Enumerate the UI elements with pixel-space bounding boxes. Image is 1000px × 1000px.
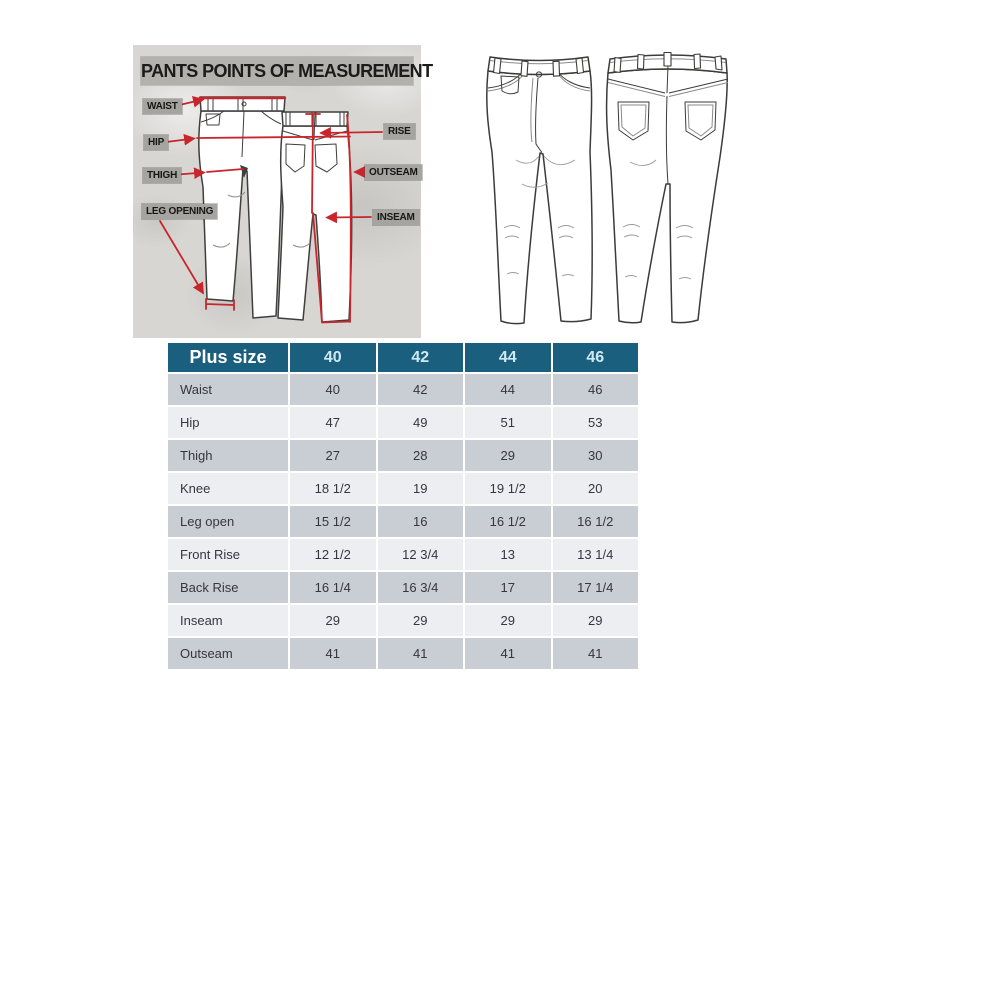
label-waist: WAIST (143, 99, 182, 114)
row-label: Waist (168, 374, 288, 405)
size-value: 19 (377, 473, 463, 504)
size-value: 29 (465, 440, 551, 471)
size-row-knee: Knee 18 1/2 19 19 1/2 20 (168, 473, 638, 504)
jeans-back-view (605, 51, 729, 324)
size-chart-table: Plus size 40 42 44 46 Waist 40 42 44 46 Hip 47 49 5… (168, 343, 638, 671)
label-thigh: THIGH (143, 168, 182, 183)
size-value: 29 (552, 605, 638, 636)
size-value: 16 1/4 (290, 572, 376, 603)
size-value: 15 1/2 (290, 506, 376, 537)
size-value: 47 (290, 407, 376, 438)
size-value: 41 (465, 638, 551, 669)
size-value: 12 1/2 (290, 539, 376, 570)
size-row-hip: Hip 47 49 51 53 (168, 407, 638, 438)
size-value: 29 (290, 605, 376, 636)
row-label: Inseam (168, 605, 288, 636)
size-value: 16 1/2 (465, 506, 551, 537)
label-leg-opening: LEG OPENING (142, 204, 218, 219)
label-rise: RISE (384, 124, 415, 139)
size-row-inseam: Inseam 29 29 29 29 (168, 605, 638, 636)
diagram-title: PANTS POINTS OF MEASUREMENT (141, 57, 433, 85)
label-hip: HIP (144, 135, 169, 150)
size-value: 12 3/4 (377, 539, 463, 570)
size-chart-header: Plus size 40 42 44 46 (168, 343, 638, 372)
row-label: Outseam (168, 638, 288, 669)
size-value: 49 (377, 407, 463, 438)
pants-measurement-diagram: PANTS POINTS OF MEASUREMENT WAIST HIP TH… (133, 45, 433, 338)
size-value: 13 1/4 (552, 539, 638, 570)
jeans-flats-drawing (486, 51, 729, 325)
size-value: 41 (290, 638, 376, 669)
jeans-front-view (486, 56, 593, 325)
size-value: 44 (465, 374, 551, 405)
size-row-outseam: Outseam 41 41 41 41 (168, 638, 638, 669)
label-outseam: OUTSEAM (365, 165, 422, 180)
size-value: 27 (290, 440, 376, 471)
label-inseam: INSEAM (373, 210, 419, 225)
size-value: 53 (552, 407, 638, 438)
size-value: 40 (290, 374, 376, 405)
row-label: Back Rise (168, 572, 288, 603)
size-value: 18 1/2 (290, 473, 376, 504)
size-value: 28 (377, 440, 463, 471)
size-value: 13 (465, 539, 551, 570)
size-value: 51 (465, 407, 551, 438)
size-column-header: 46 (552, 343, 638, 372)
size-row-front-rise: Front Rise 12 1/2 12 3/4 13 13 1/4 (168, 539, 638, 570)
measurement-lines (159, 96, 383, 324)
row-label: Leg open (168, 506, 288, 537)
size-value: 29 (465, 605, 551, 636)
row-label: Hip (168, 407, 288, 438)
size-row-waist: Waist 40 42 44 46 (168, 374, 638, 405)
jeans-technical-flats (460, 32, 735, 340)
size-value: 17 (465, 572, 551, 603)
size-value: 16 1/2 (552, 506, 638, 537)
size-value: 29 (377, 605, 463, 636)
size-value: 20 (552, 473, 638, 504)
row-label: Front Rise (168, 539, 288, 570)
size-column-header: 44 (465, 343, 551, 372)
size-value: 46 (552, 374, 638, 405)
row-label: Thigh (168, 440, 288, 471)
size-value: 42 (377, 374, 463, 405)
size-chart-body: Waist 40 42 44 46 Hip 47 49 51 53 Thigh 27 28 29 30 Kne… (168, 374, 638, 669)
size-chart-title: Plus size (168, 343, 288, 372)
size-value: 17 1/4 (552, 572, 638, 603)
size-row-thigh: Thigh 27 28 29 30 (168, 440, 638, 471)
size-value: 41 (377, 638, 463, 669)
size-column-header: 42 (377, 343, 463, 372)
size-value: 30 (552, 440, 638, 471)
size-value: 16 3/4 (377, 572, 463, 603)
size-value: 41 (552, 638, 638, 669)
size-row-leg-open: Leg open 15 1/2 16 16 1/2 16 1/2 (168, 506, 638, 537)
size-row-back-rise: Back Rise 16 1/4 16 3/4 17 17 1/4 (168, 572, 638, 603)
row-label: Knee (168, 473, 288, 504)
size-value: 19 1/2 (465, 473, 551, 504)
measurement-diagram-drawing (159, 96, 383, 324)
size-value: 16 (377, 506, 463, 537)
size-column-header: 40 (290, 343, 376, 372)
